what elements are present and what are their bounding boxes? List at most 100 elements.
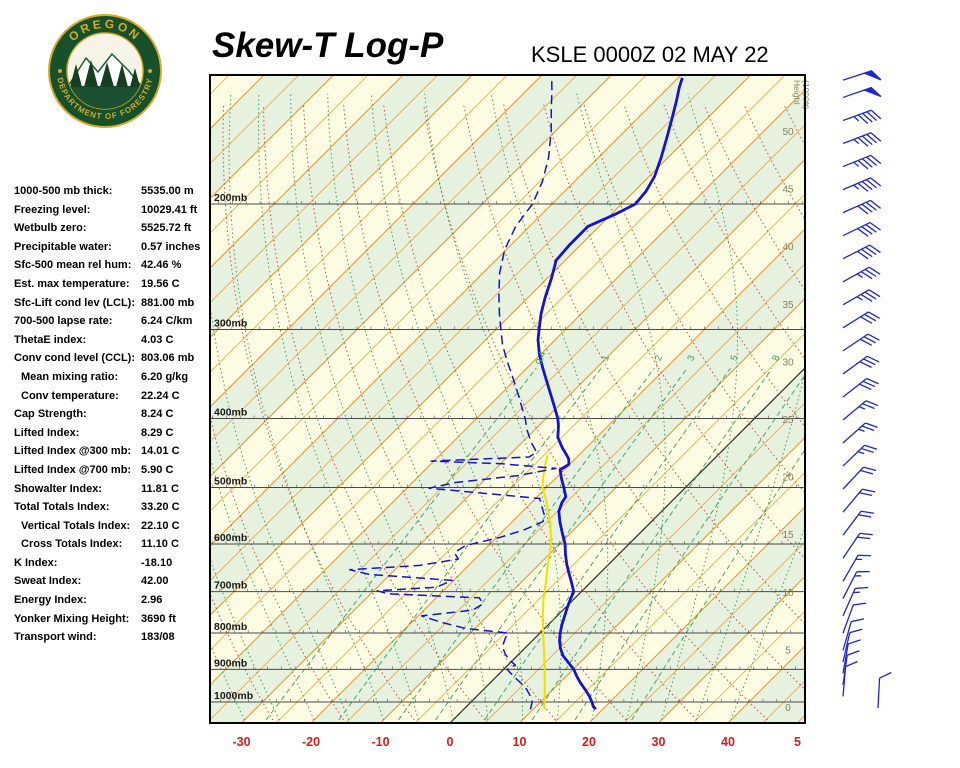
- index-row: ThetaE index: 4.03 C: [14, 331, 214, 350]
- tree-icon: [100, 62, 114, 87]
- index-value: 5.90 C: [141, 463, 174, 476]
- index-label: Precipitable water:: [14, 240, 112, 253]
- index-value: 8.24 C: [141, 408, 174, 421]
- svg-text:700mb: 700mb: [214, 580, 247, 592]
- tree-icon: [84, 60, 98, 87]
- index-row: K Index: -18.10: [14, 554, 214, 573]
- index-row: Lifted Index: 8.29 C: [14, 424, 214, 443]
- svg-text:400mb: 400mb: [214, 406, 247, 418]
- svg-text:800mb: 800mb: [214, 621, 247, 633]
- index-label: Lifted Index @300 mb:: [14, 445, 132, 458]
- index-row: Mean mixing ratio: 6.20 g/kg: [14, 368, 214, 387]
- index-label: K Index:: [14, 556, 58, 569]
- svg-text:3: 3: [685, 354, 697, 363]
- index-value: 10029.41 ft: [141, 203, 198, 216]
- logo-scene: [67, 53, 143, 109]
- svg-text:35: 35: [782, 300, 794, 311]
- temp-axis-labels: -30 -20 -10 0 10 20 30 40 5: [232, 735, 801, 749]
- index-label: Showalter Index:: [14, 482, 103, 495]
- index-label: Est. max temperature:: [14, 277, 130, 290]
- svg-text:1000mb: 1000mb: [214, 690, 253, 702]
- index-value: -18.10: [141, 556, 173, 569]
- svg-text:40: 40: [721, 735, 735, 749]
- index-row: Conv cond level (CCL): 803.06 mb: [14, 349, 214, 368]
- svg-text:-20: -20: [302, 735, 320, 749]
- index-row: Sfc-Lift cond lev (LCL): 881.00 mb: [14, 294, 214, 313]
- index-label: Vertical Totals Index:: [21, 519, 131, 532]
- chart-plot-area: 0.4 1 2 3 5 8: [210, 75, 805, 723]
- indices-panel: 1000-500 mb thick: 5535.00 m Freezing leve…: [14, 182, 214, 647]
- star-icon: [148, 69, 152, 73]
- index-value: 22.10 C: [141, 519, 180, 532]
- page-title: Skew-T Log-P: [212, 26, 444, 65]
- index-label: Mean mixing ratio:: [21, 370, 119, 383]
- index-row: Lifted Index @700 mb: 5.90 C: [14, 461, 214, 480]
- isobars: [210, 201, 805, 703]
- index-row: Energy Index: 2.96: [14, 591, 214, 610]
- svg-text:5: 5: [794, 735, 801, 749]
- index-value: 183/08: [141, 631, 175, 644]
- index-row: Conv temperature: 22.24 C: [14, 387, 214, 406]
- index-value: 803.06 mb: [141, 352, 195, 365]
- index-label: Sfc-Lift cond lev (LCL):: [14, 296, 135, 309]
- index-value: 6.24 C/km: [141, 315, 193, 328]
- index-label: Total Totals Index:: [14, 501, 110, 514]
- index-row: Lifted Index @300 mb: 14.01 C: [14, 442, 214, 461]
- dry-adiabats: [210, 104, 805, 721]
- index-row: Sweat Index: 42.00: [14, 572, 214, 591]
- svg-text:25: 25: [782, 415, 794, 426]
- svg-text:900mb: 900mb: [214, 657, 247, 669]
- index-row: Est. max temperature: 19.56 C: [14, 275, 214, 294]
- svg-text:0.4: 0.4: [534, 350, 549, 366]
- index-label: Yonker Mixing Height:: [14, 612, 130, 625]
- index-value: 11.81 C: [141, 482, 179, 495]
- index-value: 11.10 C: [141, 538, 179, 551]
- index-label: Conv cond level (CCL):: [14, 352, 136, 365]
- index-row: 1000-500 mb thick: 5535.00 m: [14, 182, 214, 201]
- index-row: Total Totals Index: 33.20 C: [14, 498, 214, 517]
- index-value: 0.57 inches: [141, 240, 201, 253]
- index-row: Sfc-500 mean rel hum: 42.46 %: [14, 256, 214, 275]
- index-label: Cap Strength:: [14, 408, 87, 421]
- index-value: 33.20 C: [141, 501, 180, 514]
- index-row: Transport wind: 183/08: [14, 628, 214, 647]
- index-value: 5525.72 ft: [141, 222, 192, 235]
- tree-icon: [116, 64, 128, 87]
- forest-ground-graphic: [67, 86, 143, 109]
- index-row: Wetbulb zero: 5525.72 ft: [14, 219, 214, 238]
- index-value: 881.00 mb: [141, 296, 195, 309]
- wind-barbs: [842, 70, 892, 709]
- svg-text:Height: Height: [792, 80, 802, 105]
- svg-text:40: 40: [782, 242, 794, 253]
- svg-text:50: 50: [782, 127, 794, 138]
- index-value: 8.29 C: [141, 426, 174, 439]
- index-row: 700-500 lapse rate: 6.24 C/km: [14, 312, 214, 331]
- zero-isotherm: [449, 367, 805, 723]
- index-label: 1000-500 mb thick:: [14, 185, 113, 197]
- isotherms: [210, 75, 805, 723]
- index-value: 4.03 C: [141, 333, 174, 346]
- svg-text:5: 5: [785, 645, 791, 656]
- index-label: Sweat Index:: [14, 575, 82, 588]
- svg-text:30: 30: [652, 735, 666, 749]
- index-value: 22.24 C: [141, 389, 180, 402]
- svg-text:45: 45: [782, 185, 794, 196]
- svg-text:20: 20: [782, 473, 794, 484]
- tree-icon: [70, 64, 82, 87]
- index-value: 14.01 C: [141, 445, 180, 458]
- index-label: 700-500 lapse rate:: [14, 315, 113, 328]
- svg-text:10: 10: [513, 735, 527, 749]
- index-label: Lifted Index:: [14, 426, 80, 439]
- temperature-trace: [536, 77, 684, 711]
- index-value: 3690 ft: [141, 612, 176, 625]
- index-value: 5535.00 m: [141, 185, 194, 197]
- index-row: Cross Totals Index: 11.10 C: [14, 535, 214, 554]
- index-value: 6.20 g/kg: [141, 370, 189, 383]
- index-label: Wetbulb zero:: [14, 222, 87, 235]
- star-icon: [58, 69, 62, 73]
- index-row: Cap Strength: 8.24 C: [14, 405, 214, 424]
- index-row: Showalter Index: 11.81 C: [14, 480, 214, 499]
- index-value: 19.56 C: [141, 277, 180, 290]
- svg-text:30: 30: [782, 357, 794, 368]
- svg-text:600mb: 600mb: [214, 532, 247, 544]
